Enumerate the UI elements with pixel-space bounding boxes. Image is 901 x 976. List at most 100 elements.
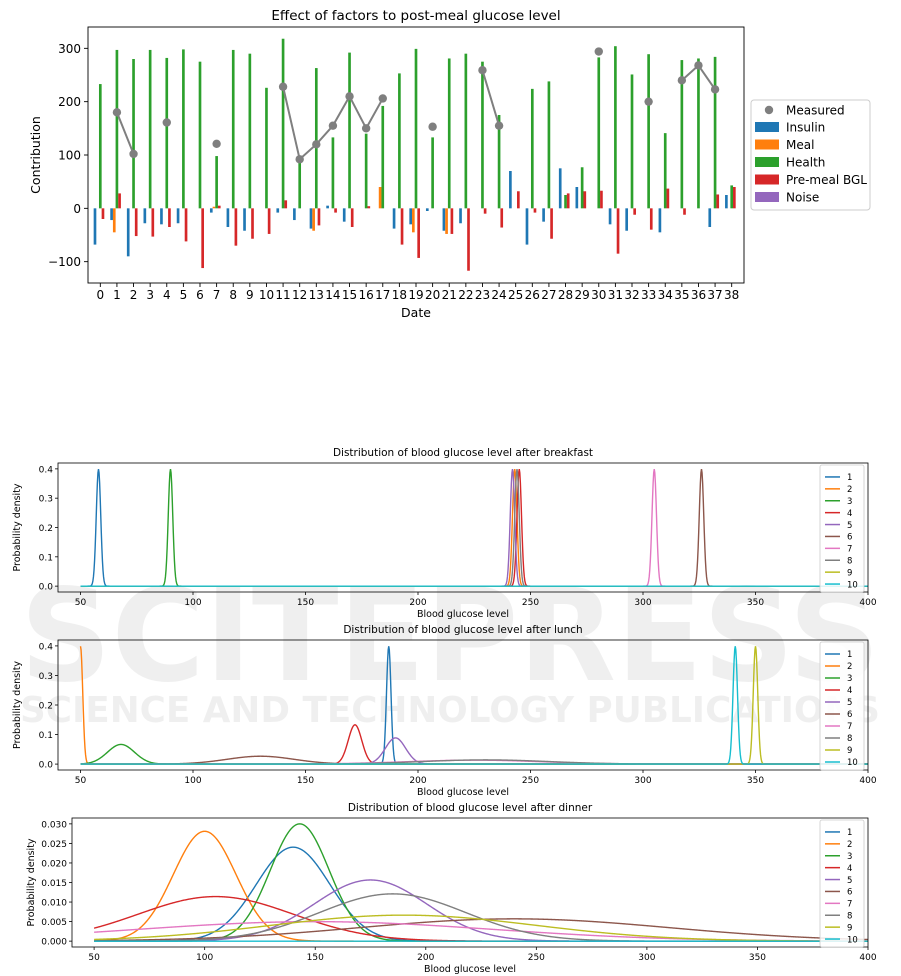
bar-insulin-1 — [110, 208, 113, 221]
legend-label-10: 10 — [847, 580, 858, 590]
bar-health-20 — [431, 137, 434, 209]
curve-series-6 — [94, 918, 868, 942]
bar-health-35 — [680, 60, 684, 209]
bar-meal-21 — [445, 208, 448, 234]
x-tick-label: 150 — [307, 953, 324, 963]
legend-label-6: 6 — [847, 533, 852, 543]
curves — [93, 823, 868, 942]
legend-swatch-meal — [755, 139, 779, 150]
bar-health-17 — [381, 105, 385, 209]
bar-pre-meal-bgl-25 — [517, 191, 520, 209]
x-tick-label: 28 — [558, 288, 573, 302]
bar-pre-meal-bgl-28 — [566, 193, 570, 209]
watermark: SCITEPRESS SCIENCE AND TECHNOLOGY PUBLIC… — [20, 562, 880, 731]
bar-health-27 — [547, 81, 551, 209]
legend-label-9: 9 — [847, 568, 852, 578]
x-tick-label: 27 — [541, 288, 556, 302]
x-tick-label: 250 — [528, 953, 545, 963]
measured-point-23 — [478, 66, 487, 75]
bar-health-34 — [663, 133, 667, 209]
x-tick-label: 8 — [229, 288, 237, 302]
x-tick-label: 14 — [325, 288, 340, 302]
bar-pre-meal-bgl-18 — [400, 208, 404, 245]
y-axis-label: Probability density — [26, 838, 37, 926]
y-axis-label: Contribution — [28, 116, 43, 194]
bar-insulin-11 — [276, 208, 280, 213]
legend-label-health: Health — [786, 156, 825, 170]
x-tick-label: 21 — [442, 288, 457, 302]
bar-health-18 — [398, 73, 401, 209]
bar-pre-meal-bgl-35 — [683, 208, 686, 215]
bar-health-33 — [647, 54, 650, 209]
x-tick-label: 300 — [634, 776, 651, 786]
bar-health-6 — [198, 61, 202, 209]
legend-label-noise: Noise — [786, 191, 819, 205]
bar-pre-meal-bgl-24 — [500, 208, 504, 228]
bar-pre-meal-bgl-13 — [317, 208, 321, 226]
lunch-distribution-chart: Distribution of blood glucose level afte… — [12, 624, 877, 798]
x-tick-label: 17 — [375, 288, 390, 302]
x-tick-label: 2 — [130, 288, 138, 302]
bar-health-30 — [597, 57, 601, 209]
legend-label-2: 2 — [847, 840, 852, 850]
measured-point-24 — [494, 121, 504, 130]
x-tick-label: 350 — [749, 953, 766, 963]
x-tick-label: 400 — [859, 598, 876, 608]
legend-label-4: 4 — [847, 686, 852, 696]
bar-meal-17 — [378, 187, 382, 209]
curve-series-1 — [94, 846, 868, 942]
x-tick-label: 11 — [275, 288, 290, 302]
bar-pre-meal-bgl-0 — [101, 208, 105, 219]
y-tick-label: 0.025 — [41, 840, 67, 850]
legend: 1 2 3 4 5 6 78 9 10 — [819, 464, 865, 593]
x-tick-label: 37 — [707, 288, 722, 302]
measured-line — [115, 111, 135, 155]
watermark-line1: SCITEPRESS — [20, 562, 880, 711]
bar-insulin-13 — [309, 208, 313, 229]
bar-meal-7 — [212, 206, 216, 209]
x-axis-label: Blood glucose level — [424, 964, 516, 975]
legend-label-9: 9 — [847, 923, 852, 933]
legend-box — [819, 641, 865, 771]
bar-pre-meal-bgl-6 — [201, 208, 204, 269]
x-tick-label: 100 — [184, 776, 201, 786]
legend-label-3: 3 — [847, 852, 852, 862]
measured-point-1 — [112, 108, 122, 117]
bar-pre-meal-bgl-1 — [118, 193, 121, 209]
bar-pre-meal-bgl-14 — [334, 208, 337, 213]
x-tick-label: 33 — [641, 288, 656, 302]
legend-label-6: 6 — [847, 888, 852, 898]
y-tick-label: −100 — [48, 255, 81, 269]
x-tick-label: 6 — [196, 288, 204, 302]
bar-insulin-14 — [326, 205, 329, 209]
bar-health-26 — [530, 88, 534, 209]
bar-pre-meal-bgl-21 — [450, 208, 454, 234]
x-tick-label: 26 — [525, 288, 540, 302]
measured-point-20 — [428, 122, 437, 131]
bar-health-37 — [713, 56, 717, 209]
bar-health-31 — [614, 46, 617, 209]
y-tick-label: 0.010 — [41, 899, 67, 909]
bar-meal-1 — [112, 208, 116, 233]
x-tick-label: 200 — [417, 953, 434, 963]
legend-label-7: 7 — [847, 545, 852, 555]
legend-label-5: 5 — [847, 698, 852, 708]
x-tick-label: 50 — [75, 776, 87, 786]
bar-insulin-26 — [525, 208, 529, 245]
bar-health-1 — [115, 49, 119, 209]
y-tick-label: 0.000 — [41, 938, 67, 948]
measured-point-4 — [162, 118, 171, 127]
y-tick-label: 0.2 — [39, 524, 53, 534]
bar-pre-meal-bgl-26 — [533, 208, 537, 213]
curve-series-3 — [94, 823, 868, 942]
bar-health-16 — [364, 133, 368, 209]
x-tick-label: 300 — [634, 598, 651, 608]
bar-pre-meal-bgl-37 — [716, 194, 720, 209]
legend-label-2: 2 — [847, 662, 852, 672]
bar-meal-13 — [312, 208, 315, 231]
bar-pre-meal-bgl-38 — [733, 187, 736, 209]
y-tick-label: 0 — [73, 202, 81, 216]
x-tick-label: 250 — [522, 598, 539, 608]
x-tick-label: 150 — [297, 598, 314, 608]
y-tick-label: 0.1 — [39, 731, 53, 741]
